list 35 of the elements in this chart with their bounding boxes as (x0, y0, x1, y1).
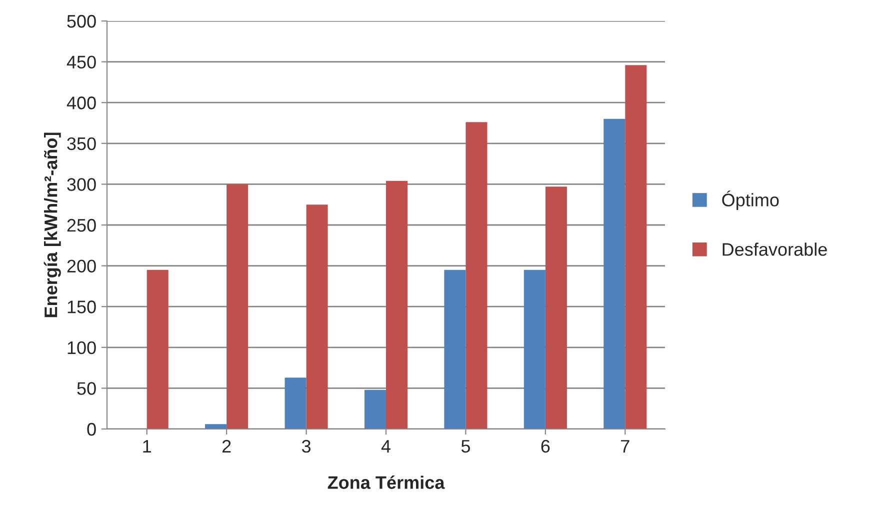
bar (386, 180, 408, 429)
y-tick-label: 500 (67, 14, 96, 28)
y-tick-label: 300 (67, 178, 96, 191)
y-tick-label: 200 (67, 260, 96, 273)
bar (444, 270, 466, 429)
y-tick-label: 50 (77, 382, 96, 395)
y-axis-title: Energía [kWh/m²-año] (44, 132, 61, 318)
bar (364, 390, 386, 429)
x-tick-label: 5 (461, 440, 470, 453)
y-tick-label: 400 (66, 96, 96, 110)
x-tick-label: 3 (302, 440, 311, 453)
bar (284, 378, 306, 429)
bar (146, 270, 168, 429)
x-tick-label: 2 (222, 440, 231, 452)
bar (604, 118, 626, 429)
x-tick-label: 4 (381, 440, 390, 452)
y-tick-label: 350 (67, 137, 96, 150)
x-tick-label: 7 (621, 440, 630, 452)
legend-label: Desfavorable (722, 242, 827, 256)
y-tick-label: 250 (67, 218, 96, 232)
x-tick-label: 6 (541, 440, 550, 453)
bar (524, 270, 546, 429)
y-tick-label: 150 (68, 300, 96, 314)
y-tick-label: 100 (68, 341, 96, 354)
legend-label: Óptimo (722, 190, 779, 210)
y-tick-label: 0 (87, 422, 96, 436)
y-tick-label: 450 (66, 56, 96, 69)
bar (466, 122, 488, 429)
bar (625, 65, 647, 429)
x-tick-label: 1 (143, 440, 151, 452)
bar (226, 184, 248, 429)
bar (205, 424, 227, 429)
bar (545, 186, 567, 429)
bar (306, 204, 328, 429)
x-axis-title: Zona Térmica (328, 476, 445, 489)
